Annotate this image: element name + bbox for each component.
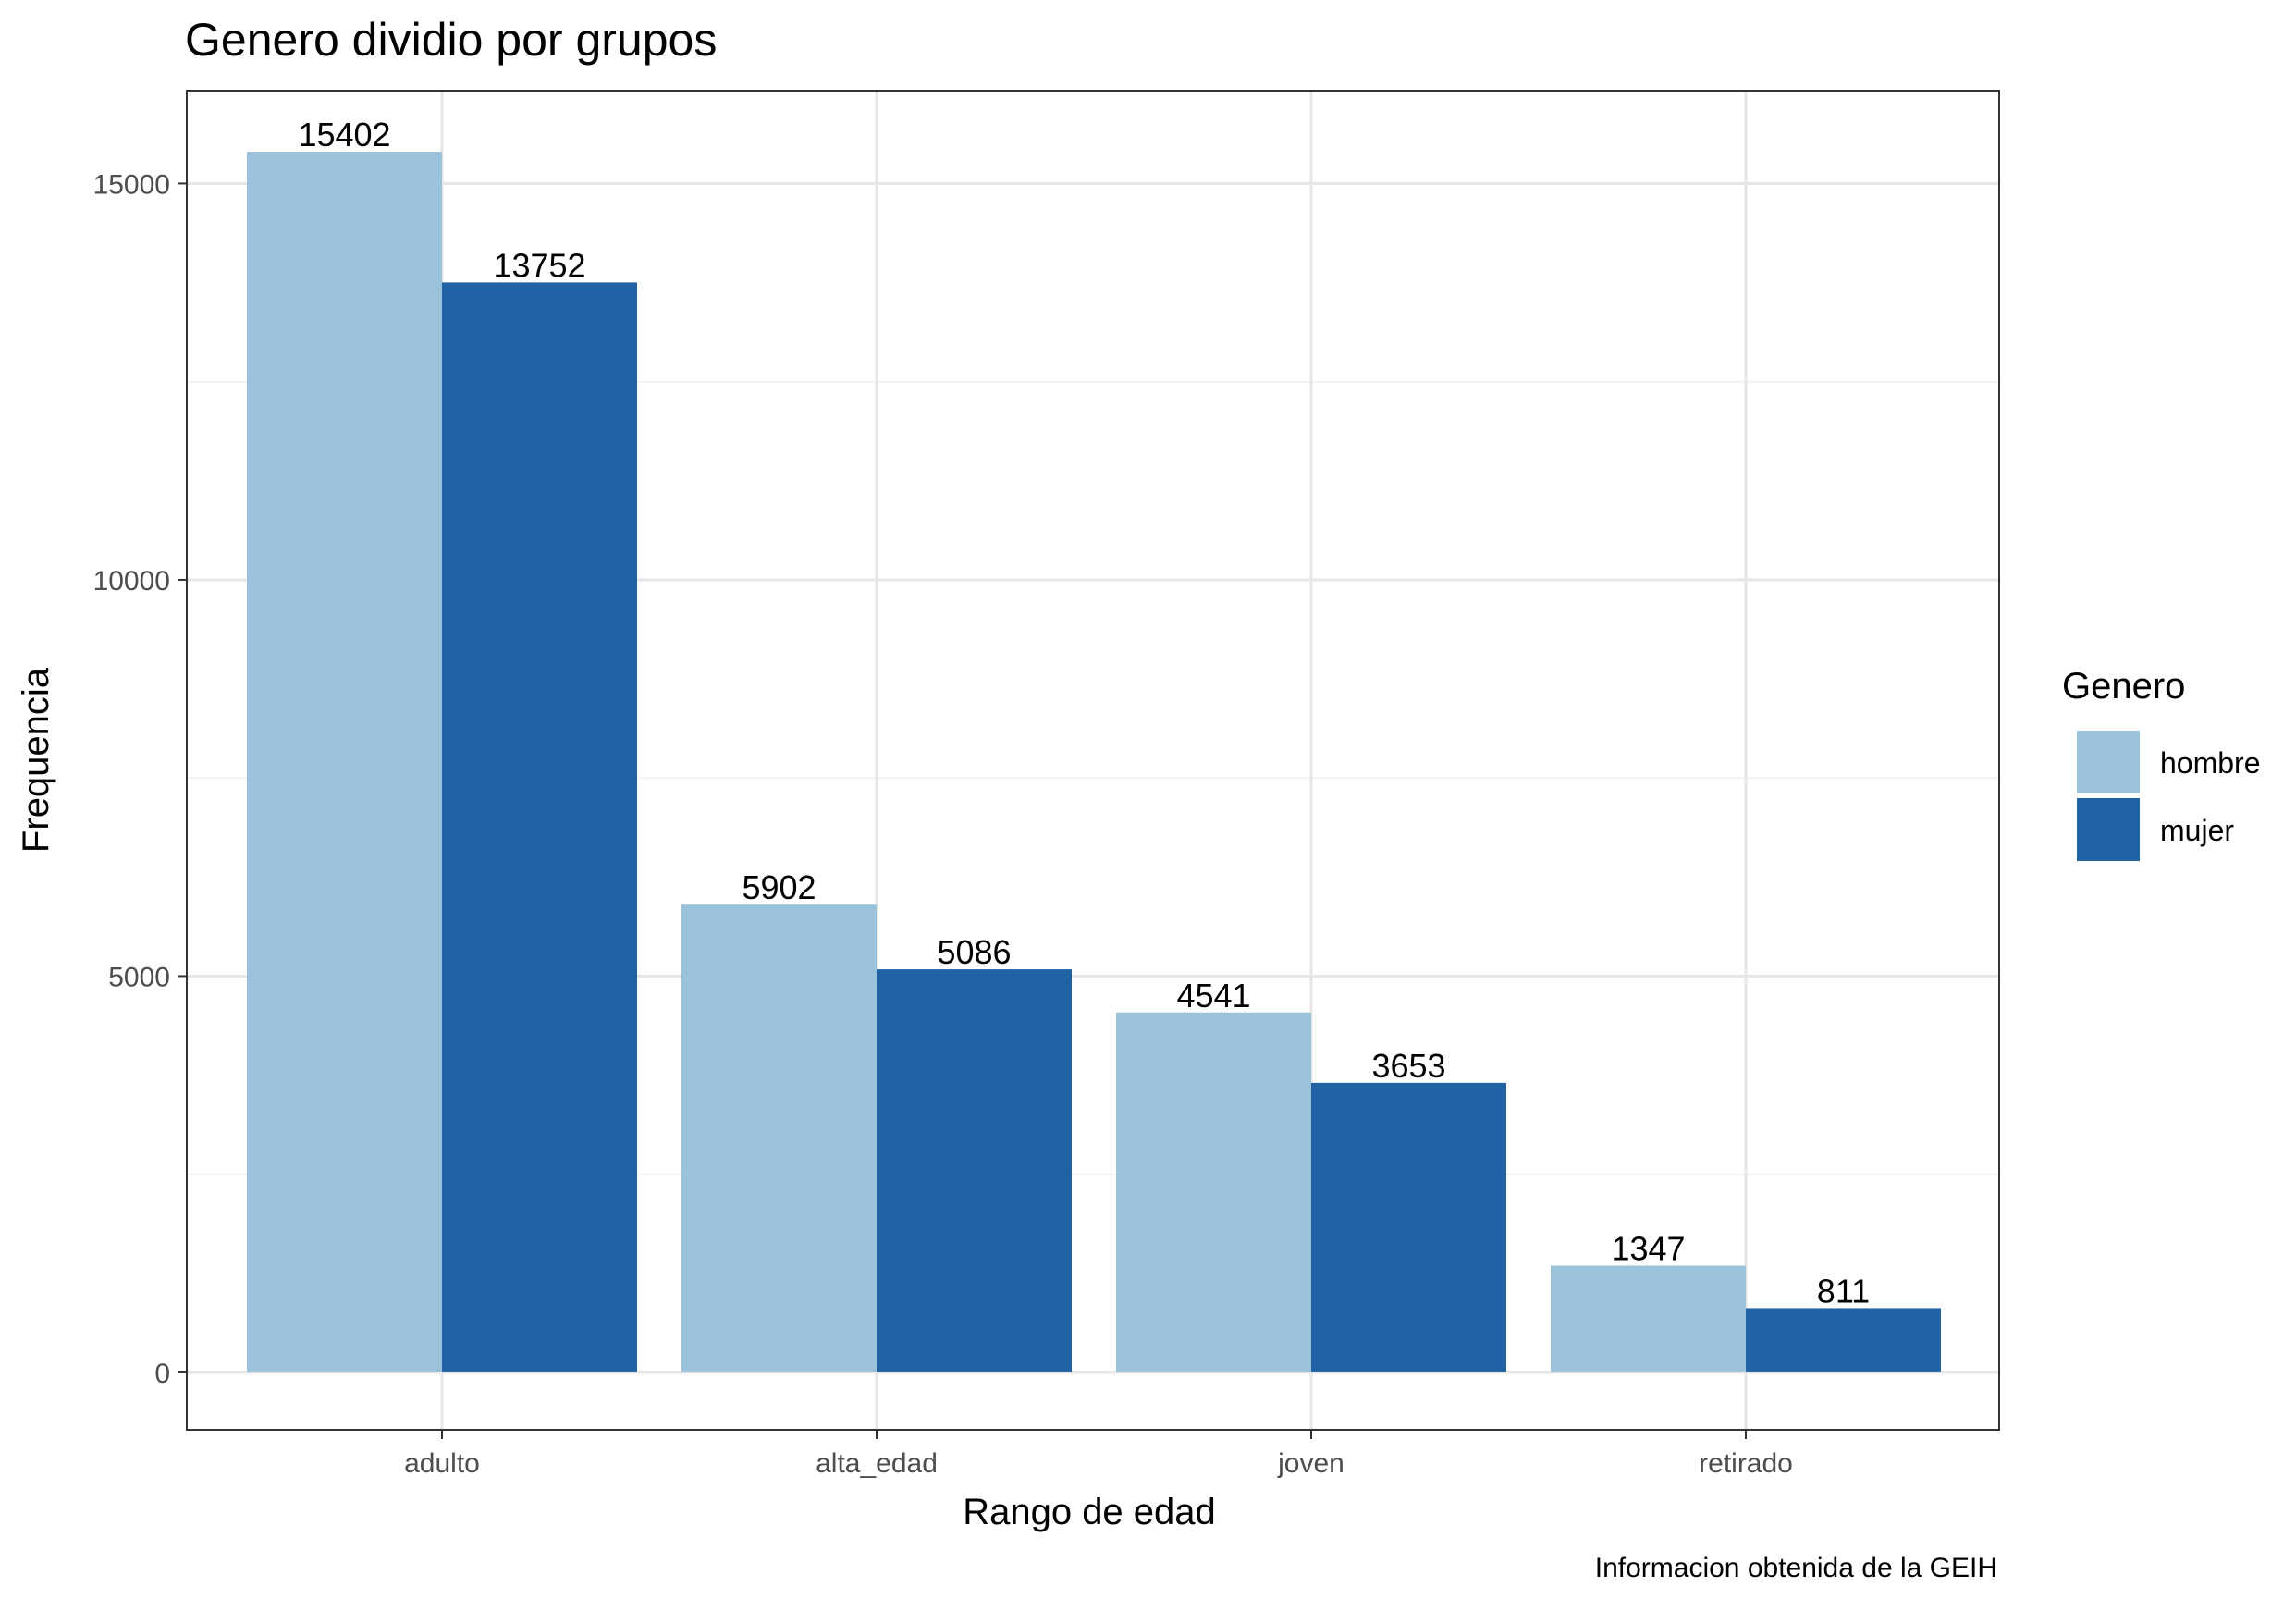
plot-border bbox=[186, 90, 2000, 1431]
bar-mujer-joven bbox=[1311, 1082, 1506, 1372]
x-tick-label-retirado: retirado bbox=[1699, 1448, 1793, 1479]
bar-label-hombre-retirado: 1347 bbox=[1611, 1230, 1685, 1268]
legend-label-mujer: mujer bbox=[2160, 814, 2234, 847]
bar-value-labels: 15402 13752 5902 5086 4541 3653 1347 811 bbox=[298, 116, 1870, 1310]
bar-mujer-adulto bbox=[442, 282, 637, 1372]
bars bbox=[247, 151, 1941, 1372]
y-tick-label: 15000 bbox=[93, 169, 170, 200]
x-tick-label-adulto: adulto bbox=[404, 1448, 480, 1479]
bar-label-hombre-alta_edad: 5902 bbox=[742, 868, 816, 906]
bar-label-mujer-adulto: 13752 bbox=[493, 246, 585, 284]
x-tick-label-joven: joven bbox=[1277, 1448, 1344, 1479]
bar-hombre-adulto bbox=[247, 151, 442, 1372]
bar-label-hombre-joven: 4541 bbox=[1176, 977, 1250, 1015]
legend-title: Genero bbox=[2062, 666, 2185, 707]
y-tick-label: 0 bbox=[154, 1359, 170, 1389]
legend-key-hombre bbox=[2077, 731, 2140, 793]
caption: Informacion obtenida de la GEIH bbox=[1595, 1553, 1997, 1583]
y-axis-title: Frequencia bbox=[16, 667, 56, 853]
bar-hombre-joven bbox=[1116, 1012, 1311, 1372]
y-axis: 0 5000 10000 15000 bbox=[93, 169, 187, 1389]
x-axis: adulto alta_edad joven retirado bbox=[404, 1430, 1793, 1479]
legend-label-hombre: hombre bbox=[2160, 746, 2261, 780]
bar-label-hombre-adulto: 15402 bbox=[298, 116, 390, 154]
x-axis-title: Rango de edad bbox=[963, 1492, 1216, 1532]
x-tick-label-alta_edad: alta_edad bbox=[816, 1448, 938, 1479]
bar-hombre-retirado bbox=[1551, 1265, 1746, 1372]
bar-label-mujer-retirado: 811 bbox=[1817, 1272, 1870, 1310]
y-tick-label: 5000 bbox=[108, 962, 170, 992]
bar-label-mujer-joven: 3653 bbox=[1371, 1047, 1445, 1085]
chart-title: Genero dividio por grupos bbox=[185, 14, 717, 66]
legend: Genero hombre mujer bbox=[2062, 666, 2261, 861]
legend-key-mujer bbox=[2077, 798, 2140, 861]
bar-hombre-alta_edad bbox=[681, 904, 877, 1372]
y-tick-label: 10000 bbox=[93, 566, 170, 597]
bar-mujer-retirado bbox=[1746, 1308, 1941, 1372]
bar-mujer-alta_edad bbox=[877, 969, 1072, 1372]
bar-label-mujer-alta_edad: 5086 bbox=[937, 933, 1011, 971]
